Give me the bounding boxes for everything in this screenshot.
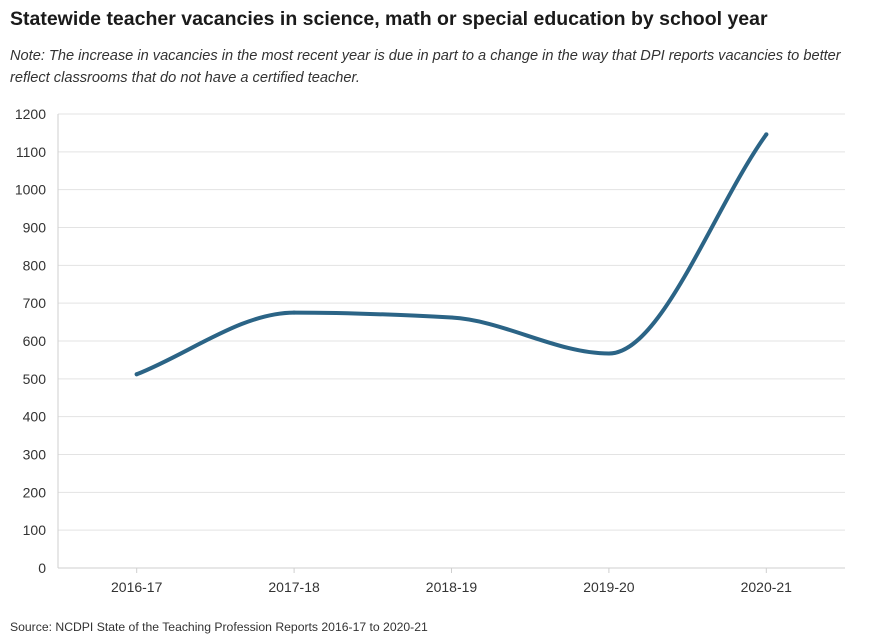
data-point (134, 372, 139, 377)
chart-note: Note: The increase in vacancies in the m… (10, 48, 841, 86)
y-tick-label: 300 (23, 447, 47, 463)
y-tick-label: 100 (23, 522, 47, 538)
series-line (134, 132, 769, 377)
y-tick-labels: 0 100 200 300 400 500 600 700 800 900 1000 1100 1200 (15, 106, 46, 576)
y-tick-label: 1200 (15, 106, 46, 122)
y-tick-label: 600 (23, 333, 47, 349)
data-point (764, 132, 769, 137)
x-tick-labels: 2016-17 2017-18 2018-19 2019-20 2020-21 (111, 579, 792, 595)
y-tick-label: 900 (23, 220, 47, 236)
y-tick-label: 1100 (16, 144, 46, 160)
x-tick-label: 2017-18 (268, 579, 320, 595)
chart-title: Statewide teacher vacancies in science, … (10, 8, 768, 30)
y-tick-label: 0 (38, 560, 46, 576)
y-tick-label: 200 (23, 484, 47, 500)
x-tick-label: 2020-21 (741, 579, 793, 595)
data-point (606, 351, 611, 356)
y-tick-label: 700 (23, 295, 47, 311)
x-tick-label: 2019-20 (583, 579, 635, 595)
y-tick-label: 800 (23, 257, 47, 273)
y-tick-label: 500 (23, 371, 47, 387)
x-tick-label: 2018-19 (426, 579, 478, 595)
data-point (449, 315, 454, 320)
y-tick-label: 1000 (15, 182, 46, 198)
series-lines (134, 132, 769, 377)
axes (57, 114, 845, 573)
source-note: Source: NCDPI State of the Teaching Prof… (10, 620, 428, 634)
x-tick-label: 2016-17 (111, 579, 163, 595)
gridlines (58, 113, 845, 531)
data-point (292, 310, 297, 315)
y-tick-label: 400 (23, 409, 47, 425)
